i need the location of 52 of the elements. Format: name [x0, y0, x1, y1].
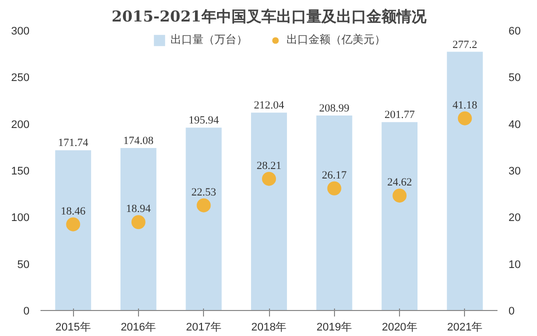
data-label: 41.18 — [452, 99, 478, 112]
y2-tick-label: 20 — [508, 212, 521, 224]
data-label: 171.74 — [58, 137, 89, 150]
data-label: 277.2 — [452, 38, 478, 51]
bar — [446, 52, 483, 310]
point — [392, 188, 407, 203]
x-tick-label: 2016年 — [120, 322, 156, 334]
chart-title: 2015-2021年中国叉车出口量及出口金额情况 — [112, 8, 428, 26]
data-label: 22.53 — [191, 186, 217, 198]
x-tick-label: 2019年 — [316, 322, 352, 334]
x-tick-label: 2018年 — [251, 322, 287, 334]
point — [327, 181, 342, 196]
y-tick-label: 0 — [23, 306, 30, 318]
y2-tick-label: 10 — [508, 258, 521, 271]
bar — [382, 122, 418, 310]
bar — [120, 148, 156, 310]
y-tick-label: 300 — [11, 26, 30, 38]
data-label: 195.94 — [188, 114, 220, 127]
point — [66, 217, 80, 232]
data-label: 18.94 — [126, 203, 152, 216]
y-tick-label: 200 — [11, 118, 30, 131]
y-tick-label: 50 — [17, 258, 30, 271]
data-label: 26.17 — [322, 169, 348, 182]
data-label: 24.62 — [387, 176, 412, 189]
bar — [186, 128, 222, 310]
bar — [251, 112, 287, 310]
x-tick-label: 2021年 — [447, 322, 483, 334]
data-label: 28.21 — [256, 160, 282, 172]
x-tick-label: 2015年 — [55, 322, 91, 334]
point — [458, 111, 472, 126]
y-tick-label: 150 — [11, 166, 30, 178]
data-label: 18.46 — [60, 205, 86, 218]
y2-tick-label: 40 — [508, 118, 521, 131]
point — [131, 215, 146, 230]
y2-tick-label: 30 — [508, 166, 521, 178]
y2-tick-label: 60 — [508, 26, 521, 38]
point — [196, 198, 211, 212]
legend-label: 出口金额（亿美元） — [286, 32, 386, 47]
point — [262, 172, 276, 186]
data-label: 208.99 — [319, 102, 350, 114]
y2-tick-label: 0 — [508, 306, 515, 318]
data-label: 174.08 — [123, 135, 154, 148]
y2-tick-label: 50 — [508, 72, 521, 84]
legend-label: 出口量（万台） — [170, 33, 248, 47]
y-tick-label: 250 — [11, 72, 30, 84]
data-label: 201.77 — [384, 109, 416, 122]
bar — [55, 150, 92, 310]
x-tick-label: 2020年 — [382, 322, 418, 334]
data-label: 212.04 — [254, 100, 285, 112]
y-tick-label: 100 — [11, 212, 30, 224]
x-tick-label: 2017年 — [186, 322, 222, 334]
bar — [316, 115, 352, 310]
